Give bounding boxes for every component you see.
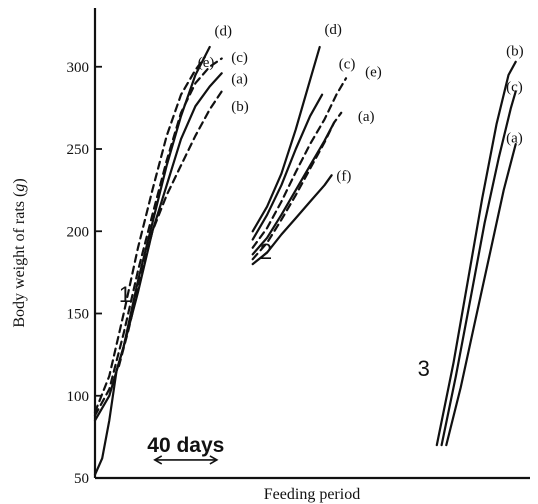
series-label-2-e: (e) xyxy=(365,65,382,81)
plot-area xyxy=(93,45,517,476)
y-tick-label: 250 xyxy=(67,142,90,158)
series-label-2-f: (f) xyxy=(336,168,351,184)
series-label-1-c: (c) xyxy=(231,50,248,66)
curve-group-3 xyxy=(435,60,517,447)
series-label-1-e: (e) xyxy=(198,55,215,71)
y-tick-label: 150 xyxy=(67,307,90,323)
series-line-1-e-dashed xyxy=(93,55,206,414)
series-label-3-a: (a) xyxy=(506,130,523,146)
series-line-2-c xyxy=(251,93,324,241)
series-line-3-b xyxy=(435,60,517,447)
series-line-2-a-dashed xyxy=(251,111,343,261)
group-label-3: 3 xyxy=(418,356,430,381)
series-line-3-c xyxy=(440,90,517,447)
series-line-1-d xyxy=(93,45,211,422)
group-label-2: 2 xyxy=(260,239,272,264)
group-label-1: 1 xyxy=(119,282,131,307)
series-line-2-d xyxy=(251,45,321,233)
y-tick-label: 100 xyxy=(67,389,90,405)
series-line-1-a xyxy=(93,72,223,476)
series-label-3-b: (b) xyxy=(506,43,523,59)
annotations: (d)(e) (c)(a)(b)1(d)(c)(e)(a)(f)2(b)(c)(a… xyxy=(119,22,524,465)
series-line-2-e-dashed xyxy=(251,77,348,249)
series-line-1-c-dashed xyxy=(93,57,223,417)
y-axis-title: Body weight of rats (g) xyxy=(11,178,28,327)
series-label-3-c: (c) xyxy=(506,79,523,95)
series-label-2-c: (c) xyxy=(339,56,356,72)
series-line-3-a xyxy=(445,143,517,447)
curve-group-1 xyxy=(93,45,223,476)
series-label-2-d: (d) xyxy=(324,22,342,38)
series-line-2-f xyxy=(251,174,333,266)
series-label-1-b: (b) xyxy=(231,99,249,115)
x-axis-title: Feeding period xyxy=(264,486,360,503)
scale-bar-arrow-left xyxy=(153,455,163,465)
y-tick-label: 200 xyxy=(67,224,90,240)
y-tick-label: 300 xyxy=(67,60,90,76)
curve-group-2 xyxy=(251,45,348,266)
scale-bar-arrow-right xyxy=(209,455,219,465)
series-label-1-d: (d) xyxy=(215,24,233,40)
scale-bar-label: 40 days xyxy=(147,434,224,457)
series-line-1-b-dashed xyxy=(117,90,223,368)
y-tick-label: 50 xyxy=(74,471,89,487)
series-label-1-a: (a) xyxy=(231,71,248,87)
series-label-2-a: (a) xyxy=(358,109,375,125)
axes: 50 100 150 200 250 300 Body weight of rats (g)… xyxy=(11,8,530,503)
